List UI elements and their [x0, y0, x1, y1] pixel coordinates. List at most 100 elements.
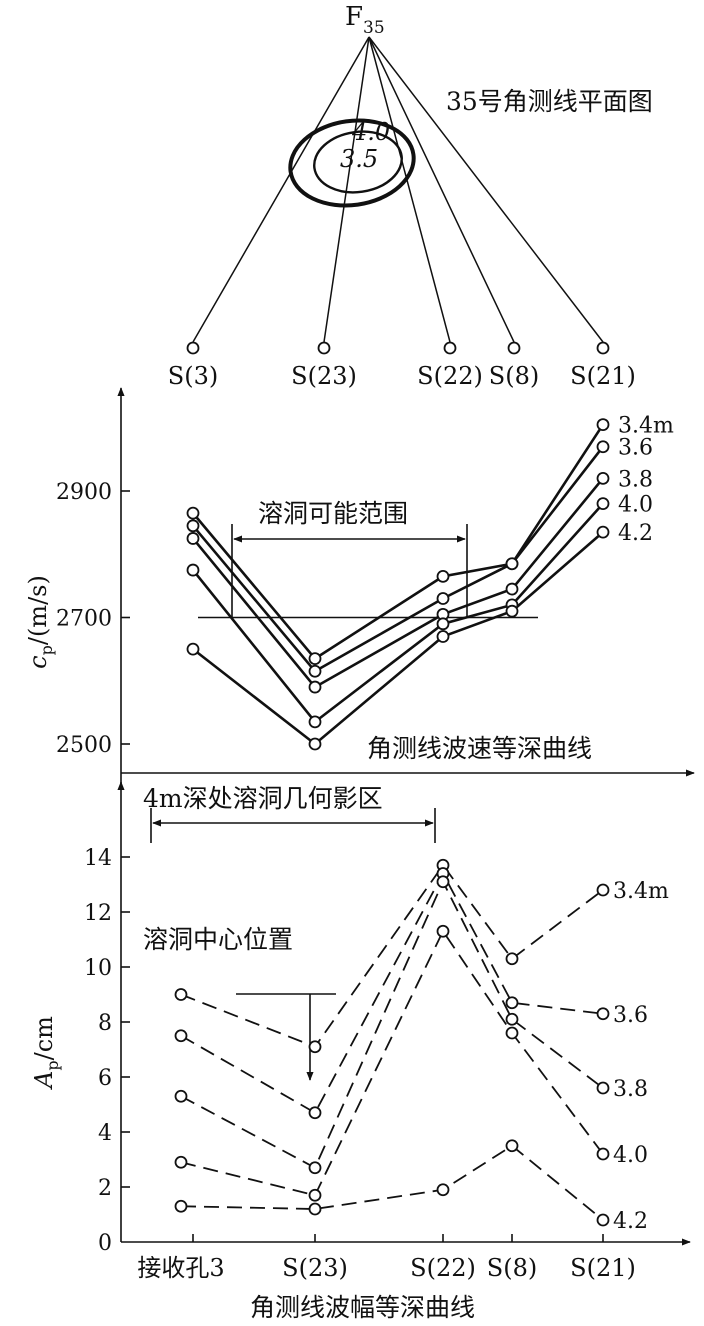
velocity-y-var: c: [24, 655, 52, 668]
velocity-point-4-2: [436, 630, 450, 643]
amplitude-series-label-1: 3.6: [613, 1003, 648, 1028]
source-letter: F: [345, 2, 363, 32]
velocity-y-ticks: 2900 2700 2500: [56, 480, 130, 758]
velocity-point-2-3: [505, 582, 519, 596]
velocity-series-line-4: [192, 531, 604, 746]
receiver-marker-2: [443, 341, 457, 355]
amplitude-chart-title: 角测线波幅等深曲线: [250, 1293, 475, 1322]
amplitude-x-tick-label-2: S(22): [410, 1254, 476, 1282]
amplitude-y-axis-label: Ap/cm: [30, 1016, 62, 1090]
amplitude-series-label-0: 3.4m: [613, 879, 669, 904]
amplitude-series-label-3: 4.0: [613, 1143, 648, 1168]
amplitude-chart: 0 2 4 6 8 10 12 14 接收孔3 S(23) S(22) S(8) S(21) Ap/c…: [30, 781, 691, 1322]
velocity-series-label-0: 3.4m: [618, 414, 674, 439]
amplitude-x-ticks: 接收孔3 S(23) S(22) S(8) S(21): [137, 1234, 636, 1282]
amplitude-series-labels: 3.4m 3.6 3.8 4.0 4.2: [613, 879, 669, 1234]
shadow-zone-label: 4m深处溶洞几何影区: [143, 784, 383, 813]
amplitude-points: [174, 858, 610, 1227]
ray-4: [368, 36, 604, 343]
amplitude-point-3-1: [308, 1188, 322, 1202]
source-subscript: 35: [363, 18, 385, 38]
velocity-series-labels: 3.4m3.6 3.84.0 4.2: [618, 414, 674, 547]
amplitude-x-tick-label-3: S(8): [487, 1254, 537, 1282]
amplitude-point-4-3: [505, 1139, 519, 1153]
velocity-point-1-2: [436, 592, 450, 605]
amplitude-series-line-1: [180, 871, 604, 1114]
amplitude-point-1-1: [308, 1106, 322, 1120]
velocity-point-3-1: [308, 715, 322, 729]
plan-view: F35 35号角测线平面图 4.0 3.5 S(3) S(23) S(22) S(8)…: [168, 2, 653, 390]
amplitude-point-2-2: [436, 875, 450, 889]
amplitude-point-2-3: [505, 1012, 519, 1026]
receiver-label-1: S(23): [291, 362, 357, 390]
amplitude-tick-label-7: 14: [84, 846, 112, 871]
amplitude-point-4-1: [308, 1202, 322, 1216]
contour-label-outer: 4.0: [351, 118, 390, 146]
amplitude-point-2-1: [308, 1161, 322, 1175]
amplitude-tick-label-1: 2: [98, 1176, 112, 1201]
velocity-point-0-2: [436, 569, 450, 583]
amplitude-y-var: A: [30, 1071, 58, 1090]
velocity-point-4-0: [186, 642, 200, 656]
receiver-marker-4: [596, 341, 610, 355]
velocity-y-axis-label: cp/(m/s): [24, 575, 56, 669]
velocity-chart: 2900 2700 2500 cp/(m/s) 溶洞可能范围 3.4m3.63.84…: [24, 387, 674, 790]
amplitude-point-4-2: [436, 1183, 450, 1197]
amplitude-point-3-0: [174, 1155, 188, 1169]
velocity-point-3-4: [596, 497, 610, 511]
amplitude-y-unit: /cm: [30, 1016, 58, 1061]
amplitude-y-ticks: 0 2 4 6 8 10 12 14: [84, 846, 130, 1256]
velocity-chart-title: 角测线波速等深曲线: [367, 734, 592, 763]
amplitude-point-1-3: [505, 996, 519, 1010]
cave-contour-inner: [313, 130, 403, 194]
ray-0: [192, 36, 370, 343]
ray-1: [323, 36, 370, 343]
velocity-series-label-1: 3.6: [618, 436, 653, 461]
velocity-point-0-1: [308, 652, 322, 666]
amplitude-series-label-2: 3.8: [613, 1077, 648, 1102]
amplitude-point-0-1: [308, 1040, 322, 1054]
amplitude-tick-label-6: 12: [84, 901, 112, 926]
receiver-label-4: S(21): [570, 362, 636, 390]
amplitude-series-line-0: [180, 863, 604, 1048]
velocity-tick-label-0: 2900: [56, 480, 112, 505]
receiver-label-0: S(3): [168, 362, 218, 390]
receiver-marker-3: [507, 341, 521, 355]
velocity-point-1-4: [596, 440, 610, 454]
velocity-point-3-0: [186, 563, 200, 577]
velocity-point-4-4: [596, 525, 610, 539]
range-label: 溶洞可能范围: [258, 499, 408, 528]
amplitude-point-3-2: [436, 924, 450, 938]
amplitude-tick-label-5: 10: [84, 956, 112, 981]
velocity-points: [186, 418, 610, 751]
cave-center-label: 溶洞中心位置: [143, 925, 293, 954]
amplitude-series-line-3: [180, 929, 604, 1197]
velocity-point-0-4: [596, 418, 610, 431]
receiver-label-3: S(8): [489, 362, 539, 390]
plan-title: 35号角测线平面图: [446, 87, 653, 116]
velocity-point-2-4: [596, 471, 610, 485]
velocity-point-3-2: [436, 617, 450, 631]
amplitude-tick-label-3: 6: [98, 1066, 112, 1091]
velocity-series-line-1: [192, 445, 605, 673]
amplitude-x-tick-label-4: S(21): [570, 1254, 636, 1282]
plan-rays: [192, 36, 604, 343]
source-label: F35: [345, 2, 385, 38]
amplitude-point-2-4: [596, 1081, 610, 1095]
receiver-marker-1: [317, 341, 331, 355]
cave-center-annotation: 溶洞中心位置: [143, 925, 336, 1081]
amplitude-point-3-3: [505, 1026, 519, 1040]
velocity-point-1-1: [308, 664, 322, 678]
velocity-tick-label-1: 2700: [56, 607, 112, 632]
velocity-series-label-4: 4.2: [618, 521, 653, 546]
amplitude-tick-label-2: 4: [98, 1121, 112, 1146]
amplitude-point-1-4: [596, 1007, 610, 1021]
velocity-point-2-1: [308, 680, 322, 694]
amplitude-point-4-0: [174, 1199, 188, 1213]
amplitude-x-tick-label-1: S(23): [282, 1254, 348, 1282]
amplitude-tick-label-4: 8: [98, 1011, 112, 1036]
velocity-y-sub: p: [37, 645, 56, 655]
amplitude-point-0-4: [596, 883, 610, 897]
velocity-tick-label-2: 2500: [56, 733, 112, 758]
velocity-point-2-0: [186, 532, 200, 545]
